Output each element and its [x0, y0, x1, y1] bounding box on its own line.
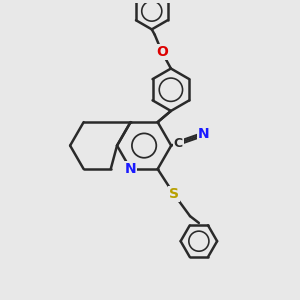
Text: C: C [174, 137, 183, 150]
Text: O: O [156, 45, 168, 59]
Text: S: S [169, 187, 179, 201]
Text: N: N [198, 127, 210, 141]
Text: N: N [125, 162, 136, 176]
